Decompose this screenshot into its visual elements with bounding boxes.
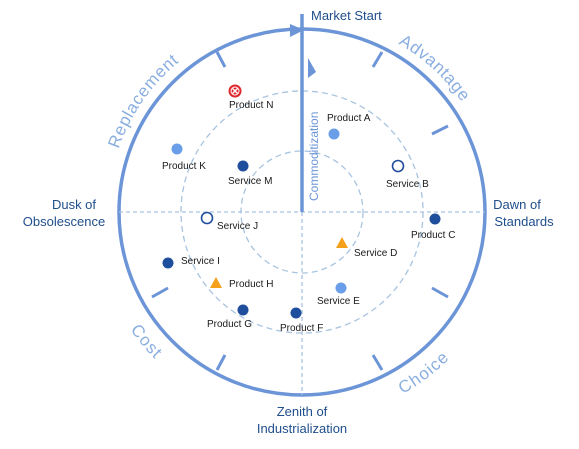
tick-mark [215,51,227,68]
item-label: Service B [386,179,429,190]
market-start-arrow-icon [308,58,316,78]
item-product-f: Product F [280,307,323,334]
triangle-marker-icon [336,237,348,248]
zenith-label-line1: Zenith of [277,404,328,419]
tick-mark [215,354,227,371]
item-label: Product N [229,100,273,111]
item-label: Product A [327,113,371,124]
item-product-k: Product K [162,143,206,172]
item-service-e: Service E [317,282,360,307]
item-product-n: Product N [228,84,273,111]
triangle-marker-icon [210,277,222,288]
dusk-label-line1: Dusk of [52,197,96,212]
item-product-a: Product A [327,113,371,140]
zenith-label-line2: Industrialization [257,421,347,436]
circle-open-marker-icon [200,211,214,225]
dawn-label-line2: Standards [494,214,554,229]
item-service-i: Service I [162,256,220,269]
circle-dark-marker-icon [290,307,302,319]
item-service-b: Service B [386,159,429,190]
outer-ring-arrow-icon [290,24,304,37]
items-layer: Product A Service B Product C Service D Serv… [162,84,455,334]
item-label: Product F [280,323,323,334]
item-service-j: Service J [200,211,258,232]
circle-dark-marker-icon [429,213,441,225]
circle-light-marker-icon [335,282,347,294]
item-label: Service E [317,296,360,307]
tick-mark [431,124,449,136]
tick-mark [371,354,384,371]
quadrant-label-replacement: Replacement [104,50,182,150]
item-service-m: Service M [228,160,272,187]
quadrant-label-advantage: Advantage [396,31,474,105]
market-start-label: Market Start [311,8,382,23]
circle-dark-marker-icon [162,257,174,269]
item-label: Service M [228,176,272,187]
dawn-label-line1: Dawn of [493,197,541,212]
commoditization-label: Commoditization [307,112,321,201]
item-label: Product C [411,230,455,241]
item-label: Service J [217,221,258,232]
item-label: Product K [162,161,206,172]
item-label: Product H [229,279,273,290]
tick-mark [151,286,169,299]
item-label: Product G [207,319,252,330]
item-product-g: Product G [207,304,252,330]
quadrant-label-choice: Choice [395,348,453,398]
circle-open-marker-icon [391,159,405,173]
circle-light-marker-icon [328,128,340,140]
tick-mark [371,51,384,68]
dusk-label-line2: Obsolescence [23,214,105,229]
item-product-c: Product C [411,213,455,241]
item-service-d: Service D [336,237,397,259]
item-label: Service I [181,256,220,267]
circle-dark-marker-icon [237,160,249,172]
circle-light-marker-icon [171,143,183,155]
item-product-h: Product H [210,277,273,290]
tick-mark [431,286,449,299]
item-label: Service D [354,248,397,259]
red-x-circle-marker-icon [228,84,242,98]
circle-dark-marker-icon [237,304,249,316]
tick-marks [151,51,449,371]
